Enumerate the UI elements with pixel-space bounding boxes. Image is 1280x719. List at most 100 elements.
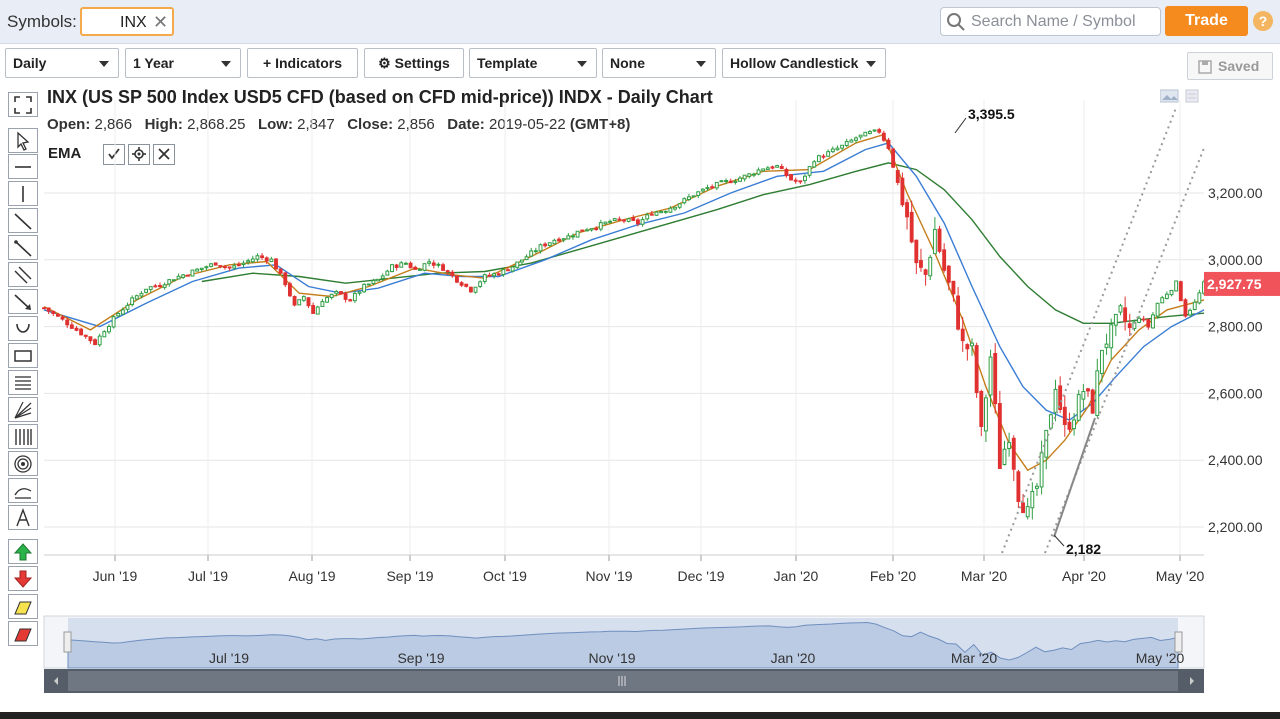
candle-body bbox=[529, 250, 534, 257]
candle-body bbox=[380, 275, 385, 279]
sell-arrow-tool[interactable] bbox=[8, 566, 38, 591]
candle-body bbox=[329, 293, 334, 298]
candle-body bbox=[199, 267, 204, 270]
buy-arrow-tool[interactable] bbox=[8, 539, 38, 564]
candle-body bbox=[83, 334, 88, 337]
trade-button[interactable]: Trade bbox=[1165, 6, 1248, 36]
candle-body bbox=[552, 239, 557, 245]
settings-button[interactable]: ⚙ Settings bbox=[364, 48, 464, 78]
template-label: Template bbox=[477, 55, 538, 71]
candle-body bbox=[343, 292, 348, 300]
chart-style-dropdown[interactable]: Hollow Candlestick bbox=[722, 48, 886, 78]
arc-tool[interactable] bbox=[8, 316, 38, 341]
navigator-left-handle bbox=[63, 631, 72, 653]
fib-arc-tool[interactable] bbox=[8, 478, 38, 503]
cursor-icon bbox=[17, 131, 30, 151]
candle-body bbox=[584, 229, 589, 232]
candle-body bbox=[69, 324, 74, 329]
arrow-line-icon bbox=[14, 294, 31, 310]
candle-body bbox=[854, 137, 858, 141]
search-input[interactable]: Search Name / Symbol bbox=[940, 7, 1161, 36]
low-annotation: 2,182 bbox=[1066, 541, 1101, 557]
candle-body bbox=[816, 155, 821, 163]
circles-tool[interactable] bbox=[8, 451, 38, 476]
candle-body bbox=[209, 263, 213, 267]
ray-tool[interactable] bbox=[8, 235, 38, 260]
arrow-line-tool[interactable] bbox=[8, 289, 38, 314]
candle-body bbox=[510, 266, 515, 272]
saved-button[interactable]: Saved bbox=[1187, 52, 1273, 80]
help-icon[interactable]: ? bbox=[1253, 11, 1273, 31]
date-label: Date: bbox=[447, 116, 485, 133]
candle-body bbox=[1002, 448, 1007, 466]
low-value: 2,847 bbox=[297, 116, 335, 133]
candle-body bbox=[867, 131, 872, 134]
compare-value: None bbox=[610, 55, 645, 71]
fibonacci-tool[interactable] bbox=[8, 370, 38, 395]
fan-tool[interactable] bbox=[8, 397, 38, 422]
y-tick-label: 2,600.00 bbox=[1208, 385, 1263, 401]
candle-body bbox=[311, 305, 316, 314]
candle-body bbox=[942, 249, 947, 271]
candle-body bbox=[668, 207, 673, 213]
candle-body bbox=[654, 211, 659, 216]
candle-body bbox=[371, 280, 376, 284]
candle-body bbox=[468, 286, 473, 293]
indicators-button[interactable]: + Indicators bbox=[247, 48, 358, 78]
candle-body bbox=[482, 274, 487, 282]
candle-body bbox=[770, 166, 775, 169]
ema-remove-button[interactable] bbox=[153, 144, 175, 165]
candle-body bbox=[204, 266, 209, 269]
symbol-input[interactable]: INX ✕ bbox=[80, 7, 174, 36]
candle-body bbox=[547, 242, 552, 246]
candle-body bbox=[455, 275, 459, 283]
clear-symbol-icon[interactable]: ✕ bbox=[153, 12, 169, 32]
candle-body bbox=[946, 265, 951, 283]
eraser-tool[interactable] bbox=[8, 621, 38, 646]
candle-body bbox=[306, 297, 311, 307]
candle-body bbox=[844, 140, 849, 147]
saved-label: Saved bbox=[1218, 58, 1260, 74]
compare-dropdown[interactable]: None bbox=[602, 48, 716, 78]
ema-toggle-button[interactable] bbox=[103, 144, 125, 165]
x-tick-label: Jun '19 bbox=[93, 568, 138, 584]
high-annotation-leader bbox=[954, 117, 967, 134]
channel-tool[interactable] bbox=[8, 262, 38, 287]
vertical-line-icon bbox=[22, 186, 24, 202]
vertical-line-tool[interactable] bbox=[8, 181, 38, 206]
gear-icon bbox=[132, 147, 146, 161]
candle-body bbox=[663, 210, 668, 213]
candle-body bbox=[506, 269, 510, 272]
period-dropdown[interactable]: Daily bbox=[5, 48, 119, 78]
symbol-value: INX bbox=[120, 14, 147, 31]
range-value: 1 Year bbox=[133, 55, 175, 71]
highlighter-tool[interactable] bbox=[8, 594, 38, 619]
candle-body bbox=[608, 220, 613, 223]
trend-line-tool[interactable] bbox=[8, 208, 38, 233]
template-dropdown[interactable]: Template bbox=[469, 48, 597, 78]
last-price-label: 2,927.75 bbox=[1207, 276, 1262, 292]
range-dropdown[interactable]: 1 Year bbox=[125, 48, 241, 78]
candle-body bbox=[1109, 324, 1114, 349]
candle-body bbox=[700, 188, 705, 192]
candle-body bbox=[139, 292, 144, 297]
candle-body bbox=[487, 274, 492, 277]
rectangle-tool[interactable] bbox=[8, 343, 38, 368]
pointer-tool[interactable] bbox=[8, 128, 38, 153]
candle-body bbox=[1058, 385, 1063, 411]
candle-body bbox=[784, 168, 789, 177]
horizontal-line-tool[interactable] bbox=[8, 154, 38, 179]
text-tool[interactable] bbox=[8, 505, 38, 530]
candle-body bbox=[919, 260, 923, 268]
fullscreen-tool[interactable] bbox=[8, 92, 38, 117]
candle-body bbox=[232, 265, 237, 269]
candle-body bbox=[719, 180, 724, 183]
high-label: High: bbox=[144, 116, 183, 133]
image-icon[interactable] bbox=[1159, 88, 1200, 104]
ema-settings-button[interactable] bbox=[128, 144, 150, 165]
time-zones-tool[interactable] bbox=[8, 424, 38, 449]
candle-body bbox=[543, 243, 548, 247]
candle-body bbox=[1048, 414, 1053, 429]
